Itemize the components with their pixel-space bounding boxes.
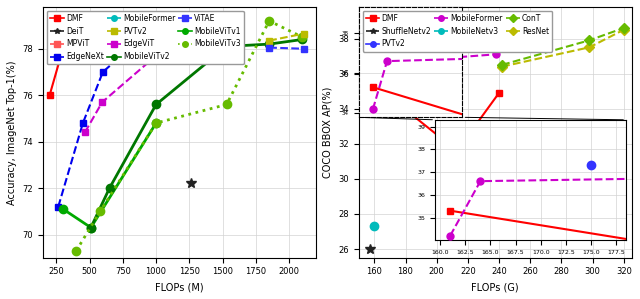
Y-axis label: Accuracy, ImageNet Top-1(%): Accuracy, ImageNet Top-1(%): [7, 60, 17, 205]
X-axis label: FLOPs (G): FLOPs (G): [471, 282, 519, 292]
Legend: DMF, ShuffleNetv2, PVTv2, MobileFormer, MobileNetv3, ConT, ResNet: DMF, ShuffleNetv2, PVTv2, MobileFormer, …: [363, 11, 552, 51]
X-axis label: FLOPs (M): FLOPs (M): [155, 282, 204, 292]
Bar: [371, 16, 406, 112]
Y-axis label: COCO BBOX AP(%): COCO BBOX AP(%): [323, 87, 333, 178]
Legend: DMF, DeiT, MPViT, EdgeNeXt, MobileFormer, PVTv2, EdgeViT, MobileViTv2, ViTAE, Mo: DMF, DeiT, MPViT, EdgeNeXt, MobileFormer…: [47, 11, 244, 64]
